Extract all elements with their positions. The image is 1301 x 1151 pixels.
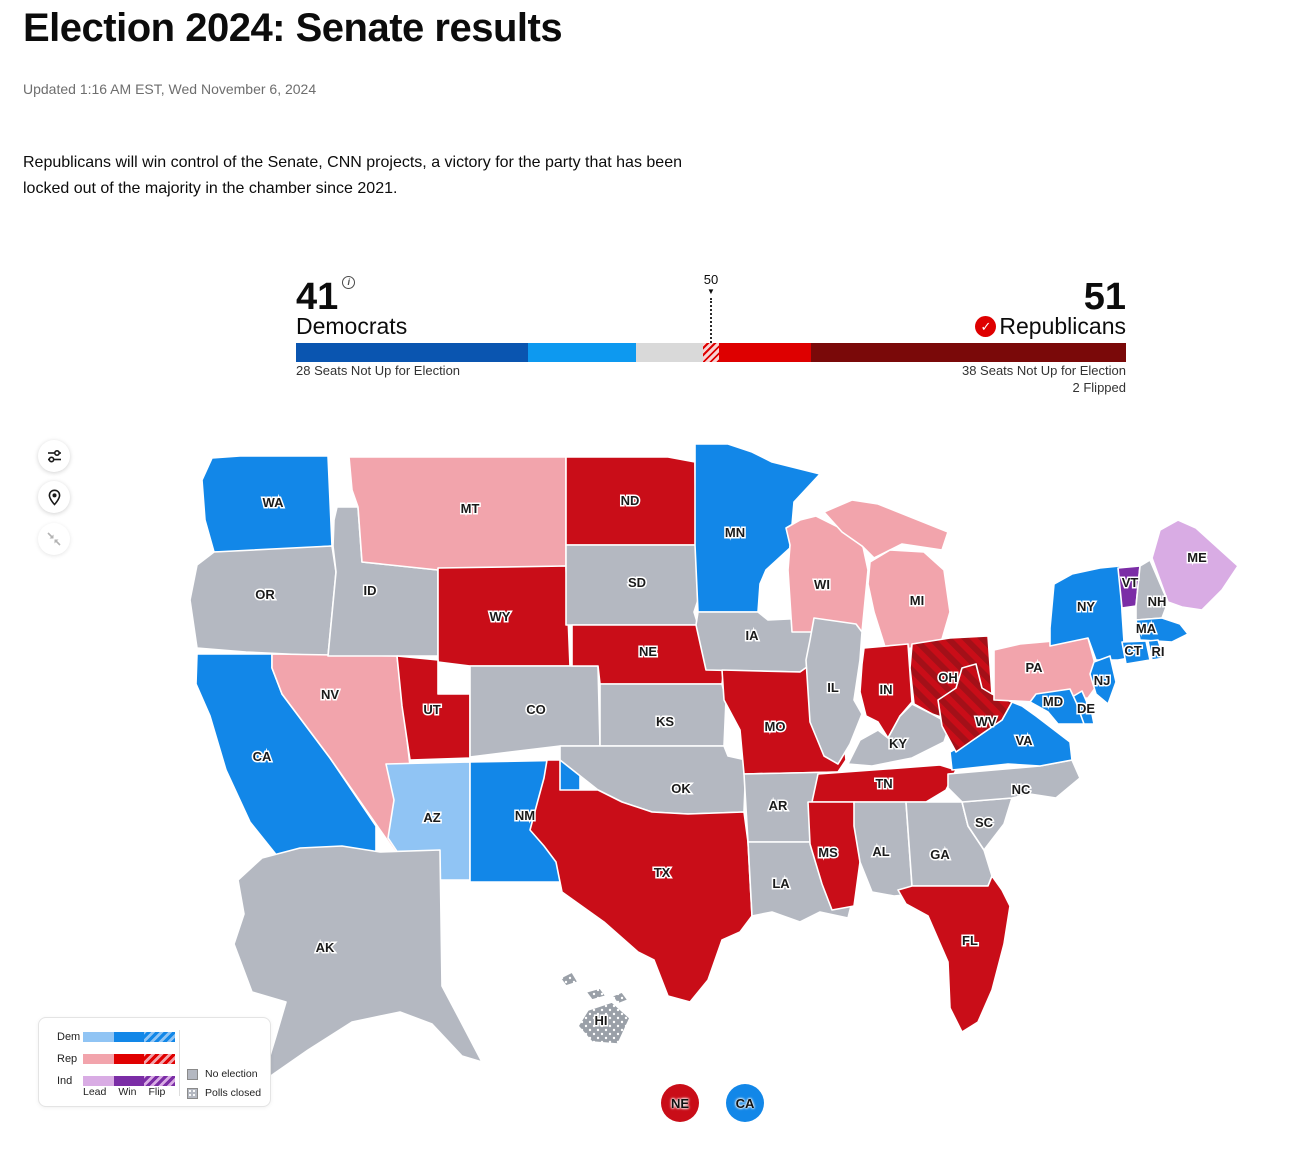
majority-marker-line bbox=[710, 298, 712, 362]
state-or[interactable] bbox=[189, 545, 337, 657]
state-me[interactable] bbox=[1151, 519, 1239, 611]
collapse-button[interactable] bbox=[38, 523, 70, 555]
bar-segment-rep-won[interactable] bbox=[719, 343, 811, 362]
updated-timestamp: Updated 1:16 AM EST, Wed November 6, 202… bbox=[23, 81, 317, 97]
state-ks[interactable] bbox=[599, 683, 727, 747]
legend-scale-labels: Lead Win Flip bbox=[83, 1086, 177, 1098]
state-badge-ca[interactable]: CA bbox=[726, 1084, 764, 1122]
state-ak[interactable] bbox=[233, 845, 483, 1083]
polls-closed-swatch bbox=[187, 1087, 198, 1099]
state-nj[interactable] bbox=[1089, 655, 1117, 705]
legend-party-label: Ind bbox=[57, 1074, 73, 1087]
state-mt[interactable] bbox=[348, 456, 567, 571]
state-wy[interactable] bbox=[437, 565, 571, 667]
state-hi[interactable] bbox=[559, 971, 579, 987]
legend-win-swatch bbox=[113, 1031, 145, 1042]
polls-closed-label: Polls closed bbox=[205, 1087, 262, 1099]
state-ma[interactable] bbox=[1135, 617, 1189, 643]
legend-flip-label: Flip bbox=[148, 1086, 166, 1098]
rep-seat-count: 51 bbox=[1083, 276, 1126, 318]
state-tx[interactable] bbox=[529, 759, 753, 1003]
info-icon[interactable]: i bbox=[342, 276, 356, 289]
legend-flip-swatch bbox=[144, 1031, 176, 1042]
legend-lead-label: Lead bbox=[83, 1086, 107, 1098]
no-election-label: No election bbox=[205, 1068, 258, 1080]
legend-row-dem: Dem bbox=[57, 1030, 176, 1043]
state-il[interactable] bbox=[805, 617, 863, 765]
bar-segment-dem-not-up[interactable] bbox=[296, 343, 529, 362]
rep-party-text: Republicans bbox=[999, 313, 1126, 339]
legend-polls-closed: Polls closed bbox=[187, 1087, 261, 1099]
state-sd[interactable] bbox=[565, 544, 699, 626]
no-election-swatch bbox=[187, 1068, 198, 1080]
state-mi[interactable] bbox=[867, 549, 951, 651]
winner-check-icon: ✓ bbox=[975, 316, 997, 337]
flipped-note: 2 Flipped bbox=[1072, 380, 1126, 395]
state-mi[interactable] bbox=[823, 499, 949, 559]
state-co[interactable] bbox=[469, 665, 601, 758]
state-md[interactable] bbox=[1029, 688, 1085, 725]
bar-segment-rep-leading[interactable] bbox=[702, 343, 720, 362]
state-ct[interactable] bbox=[1121, 640, 1151, 665]
majority-marker-arrow-icon: ▼ bbox=[707, 287, 715, 296]
legend-row-ind: Ind bbox=[57, 1074, 176, 1087]
legend-lead-swatch bbox=[83, 1053, 114, 1064]
majority-marker-label: 50 bbox=[703, 272, 719, 287]
dem-party-label: Democrats bbox=[296, 313, 408, 339]
location-pin-icon bbox=[48, 488, 60, 506]
dem-seat-count: 41 bbox=[296, 276, 339, 318]
state-ky[interactable] bbox=[847, 703, 951, 767]
collapse-arrows-icon bbox=[47, 532, 61, 546]
legend-divider bbox=[179, 1030, 180, 1096]
page-title: Election 2024: Senate results bbox=[23, 6, 563, 50]
state-ut[interactable] bbox=[396, 655, 471, 761]
state-nd[interactable] bbox=[565, 456, 697, 546]
legend-flip-swatch bbox=[144, 1075, 176, 1086]
legend-win-swatch bbox=[113, 1053, 145, 1064]
state-hi[interactable] bbox=[577, 1001, 631, 1045]
legend-party-label: Dem bbox=[57, 1030, 81, 1043]
bar-segment-undecided[interactable] bbox=[636, 343, 703, 362]
state-wi[interactable] bbox=[785, 515, 869, 633]
legend-party-label: Rep bbox=[57, 1052, 78, 1065]
dem-seats-note: 28 Seats Not Up for Election bbox=[296, 363, 461, 378]
rep-party-label: ✓ Republicans bbox=[975, 313, 1126, 340]
balance-of-power-bar bbox=[296, 343, 1126, 362]
state-badge-ne[interactable]: NE bbox=[661, 1084, 699, 1122]
legend-row-rep: Rep bbox=[57, 1052, 176, 1065]
map-legend: Dem Rep Ind Lead Win Flip No election Poll… bbox=[38, 1017, 271, 1107]
sliders-icon bbox=[47, 449, 61, 463]
legend-lead-swatch bbox=[83, 1075, 114, 1086]
bar-segment-dem-won[interactable] bbox=[528, 343, 637, 362]
rep-seats-note: 38 Seats Not Up for Election bbox=[961, 363, 1126, 378]
legend-win-swatch bbox=[113, 1075, 145, 1086]
location-button[interactable] bbox=[38, 481, 70, 513]
bar-segment-rep-not-up[interactable] bbox=[810, 343, 1126, 362]
legend-no-election: No election bbox=[187, 1068, 258, 1080]
state-wa[interactable] bbox=[201, 455, 333, 553]
state-ri[interactable] bbox=[1147, 639, 1165, 661]
state-fl[interactable] bbox=[897, 875, 1011, 1033]
state-hi[interactable] bbox=[611, 991, 629, 1005]
legend-flip-swatch bbox=[144, 1053, 176, 1064]
state-hi[interactable] bbox=[585, 987, 607, 1001]
legend-lead-swatch bbox=[83, 1031, 114, 1042]
filter-button[interactable] bbox=[38, 440, 70, 472]
article-description: Republicans will win control of the Sena… bbox=[23, 154, 682, 197]
legend-win-label: Win bbox=[118, 1086, 137, 1098]
